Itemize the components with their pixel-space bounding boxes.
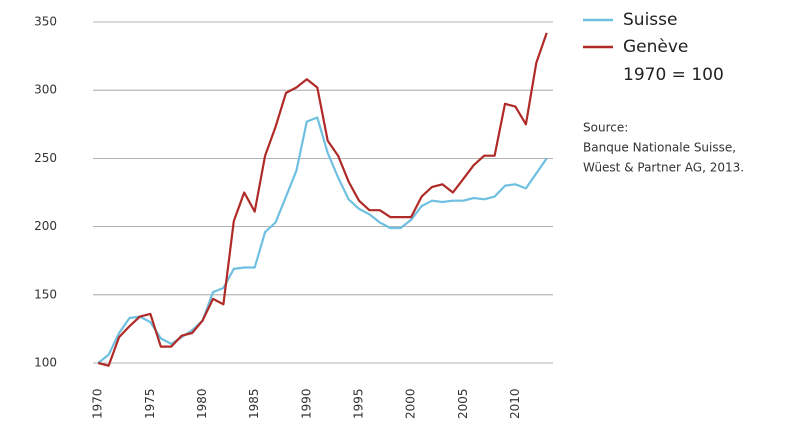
x-tick-label: 2010 (508, 388, 522, 419)
x-tick-label: 1985 (247, 388, 261, 419)
source-line: Source: (583, 121, 628, 135)
y-tick-label: 300 (34, 83, 57, 97)
legend-note: 1970 = 100 (623, 65, 724, 85)
legend-label: Suisse (623, 10, 677, 30)
y-tick-label: 200 (34, 219, 57, 233)
x-tick-label: 2000 (404, 388, 418, 419)
x-tick-label: 1995 (351, 388, 365, 419)
x-tick-label: 1980 (195, 388, 209, 419)
series-line (97, 116, 548, 364)
source-line: Banque Nationale Suisse, (583, 141, 736, 155)
series-line (97, 32, 548, 367)
x-tick-label: 1975 (143, 388, 157, 419)
x-tick-label: 1970 (91, 388, 105, 419)
y-tick-label: 100 (34, 356, 57, 370)
y-tick-label: 350 (34, 15, 57, 29)
source-line: Wüest & Partner AG, 2013. (583, 161, 744, 175)
y-tick-label: 250 (34, 151, 57, 165)
y-tick-label: 150 (34, 287, 57, 301)
legend-label: Genève (623, 37, 688, 57)
x-tick-label: 2005 (456, 388, 470, 419)
x-tick-label: 1990 (299, 388, 313, 419)
